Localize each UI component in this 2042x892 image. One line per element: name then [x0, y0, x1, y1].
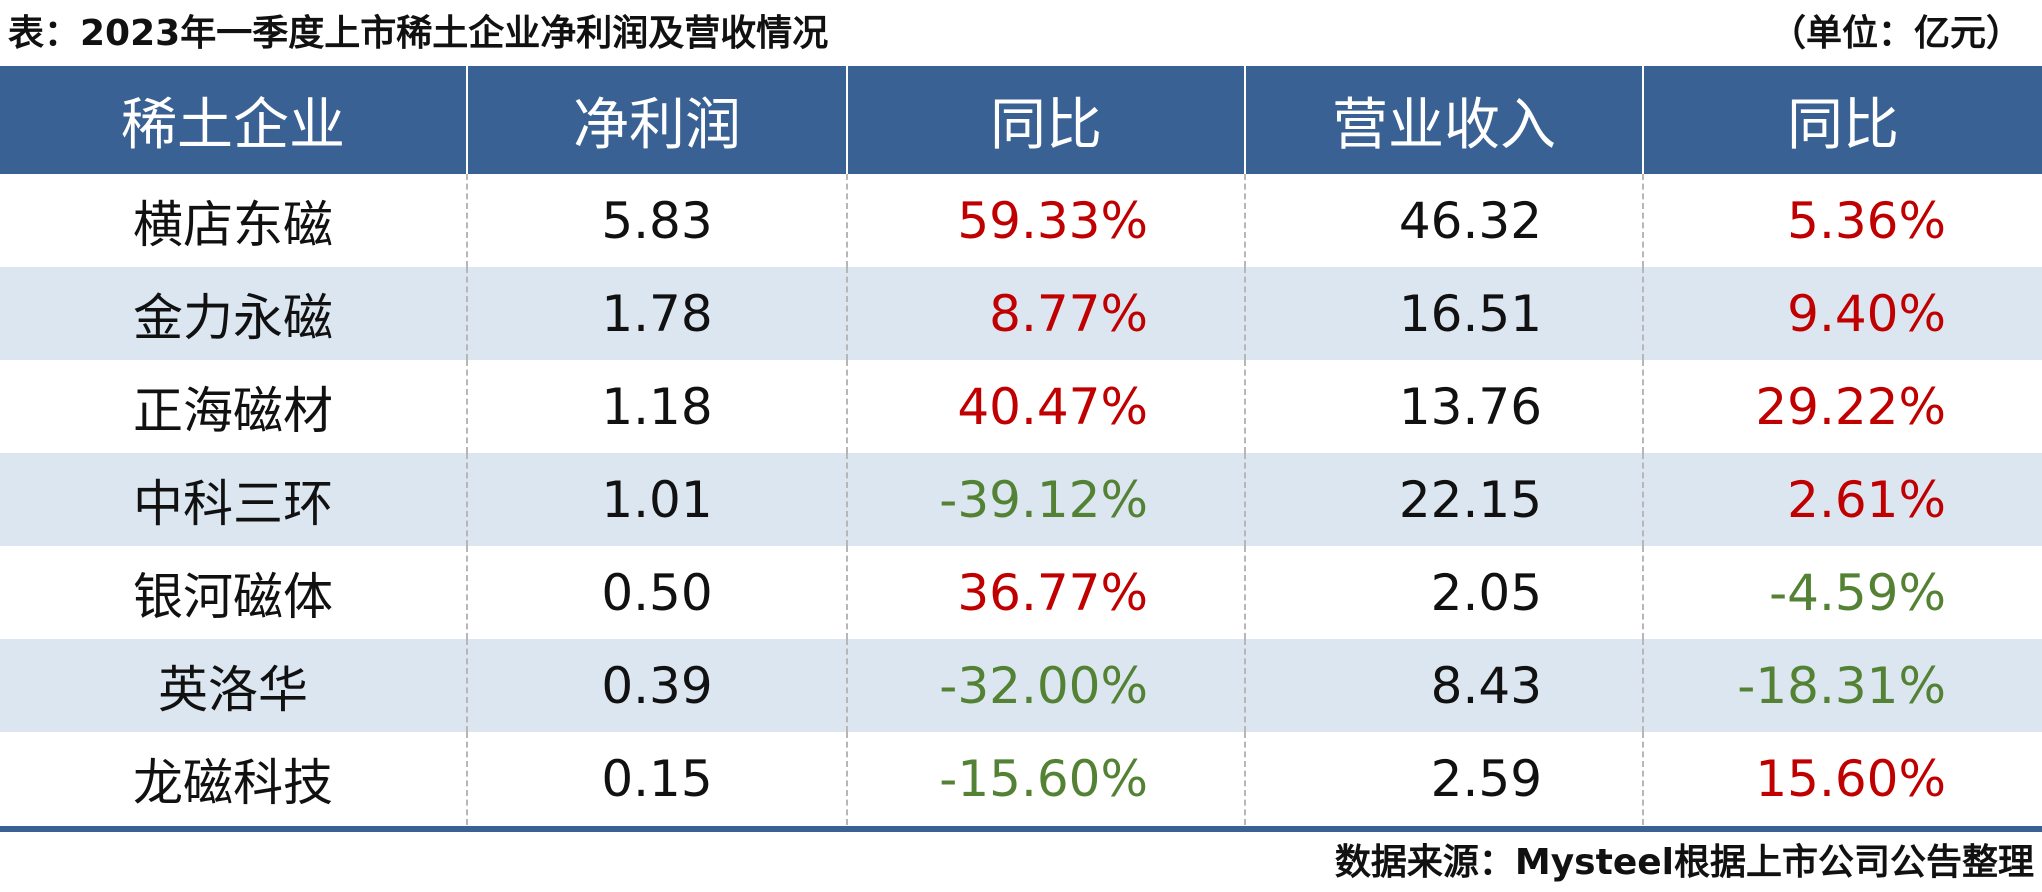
net-profit-yoy: 36.77%: [847, 546, 1246, 639]
net-profit-value: 0.50: [467, 546, 848, 639]
company-name: 正海磁材: [0, 360, 468, 453]
net-profit-value: 1.01: [467, 453, 848, 546]
company-name: 银河磁体: [0, 546, 468, 639]
revenue-value: 22.15: [1245, 453, 1644, 546]
header-company: 稀土企业: [0, 66, 468, 174]
company-name: 金力永磁: [0, 267, 468, 360]
net-profit-yoy: -32.00%: [847, 639, 1246, 732]
header-row: 稀土企业 净利润 同比 营业收入 同比: [0, 66, 2042, 174]
revenue-yoy: 15.60%: [1643, 732, 2042, 825]
net-profit-value: 5.83: [467, 174, 848, 267]
company-name: 英洛华: [0, 639, 468, 732]
header-net-yoy: 同比: [847, 66, 1246, 174]
company-name: 龙磁科技: [0, 732, 468, 825]
table-row: 龙磁科技 0.15 -15.60% 2.59 15.60%: [0, 732, 2042, 825]
bottom-rule: [0, 826, 2042, 832]
revenue-yoy: -18.31%: [1643, 639, 2042, 732]
unit-label: （单位：亿元）: [1769, 13, 2022, 54]
net-profit-value: 1.78: [467, 267, 848, 360]
profit-revenue-table: 稀土企业 净利润 同比 营业收入 同比 横店东磁 5.83 59.33% 46.…: [0, 66, 2042, 825]
revenue-value: 46.32: [1245, 174, 1644, 267]
header-net-profit: 净利润: [467, 66, 848, 174]
revenue-yoy: -4.59%: [1643, 546, 2042, 639]
net-profit-yoy: -39.12%: [847, 453, 1246, 546]
table-header: 稀土企业 净利润 同比 营业收入 同比: [0, 66, 2042, 174]
table-row: 正海磁材 1.18 40.47% 13.76 29.22%: [0, 360, 2042, 453]
table-row: 中科三环 1.01 -39.12% 22.15 2.61%: [0, 453, 2042, 546]
revenue-value: 16.51: [1245, 267, 1644, 360]
revenue-yoy: 2.61%: [1643, 453, 2042, 546]
net-profit-yoy: 40.47%: [847, 360, 1246, 453]
table-row: 银河磁体 0.50 36.77% 2.05 -4.59%: [0, 546, 2042, 639]
net-profit-value: 1.18: [467, 360, 848, 453]
source-note: 数据来源：Mysteel根据上市公司公告整理: [1334, 842, 2034, 883]
header-revenue-yoy: 同比: [1643, 66, 2042, 174]
revenue-value: 2.05: [1245, 546, 1644, 639]
revenue-yoy: 5.36%: [1643, 174, 2042, 267]
header-revenue: 营业收入: [1245, 66, 1644, 174]
revenue-value: 8.43: [1245, 639, 1644, 732]
company-name: 中科三环: [0, 453, 468, 546]
table-title: 表：2023年一季度上市稀土企业净利润及营收情况: [8, 13, 829, 54]
revenue-value: 13.76: [1245, 360, 1644, 453]
revenue-value: 2.59: [1245, 732, 1644, 825]
net-profit-yoy: -15.60%: [847, 732, 1246, 825]
net-profit-yoy: 59.33%: [847, 174, 1246, 267]
revenue-yoy: 29.22%: [1643, 360, 2042, 453]
table-row: 英洛华 0.39 -32.00% 8.43 -18.31%: [0, 639, 2042, 732]
net-profit-yoy: 8.77%: [847, 267, 1246, 360]
table-row: 金力永磁 1.78 8.77% 16.51 9.40%: [0, 267, 2042, 360]
title-row: 表：2023年一季度上市稀土企业净利润及营收情况 （单位：亿元）: [0, 0, 2042, 66]
table-body: 横店东磁 5.83 59.33% 46.32 5.36% 金力永磁 1.78 8…: [0, 174, 2042, 825]
table-row: 横店东磁 5.83 59.33% 46.32 5.36%: [0, 174, 2042, 267]
net-profit-value: 0.39: [467, 639, 848, 732]
company-name: 横店东磁: [0, 174, 468, 267]
net-profit-value: 0.15: [467, 732, 848, 825]
revenue-yoy: 9.40%: [1643, 267, 2042, 360]
